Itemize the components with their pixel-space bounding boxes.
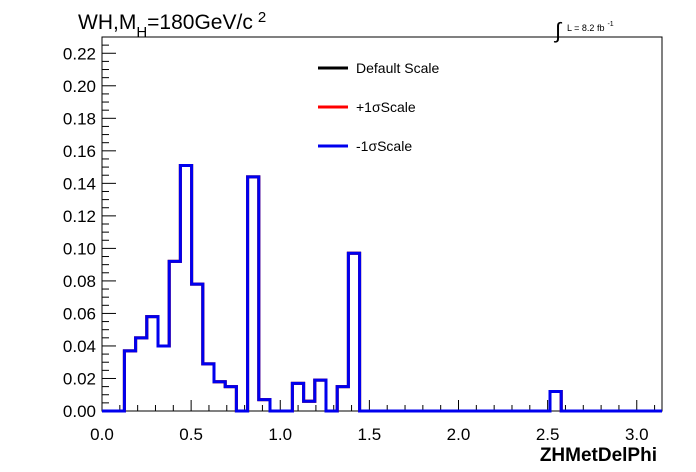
legend-label-minus1sigma: -1σScale <box>356 138 412 154</box>
svg-text:L = 8.2 fb-1: L = 8.2 fb -1 <box>567 21 614 33</box>
x-tick-label: 0.5 <box>179 425 203 444</box>
x-axis: 0.0 0.5 1.0 1.5 2.0 2.5 3.0 <box>90 400 656 444</box>
series-line-minus1sigma <box>102 163 662 413</box>
title-superscript: 2 <box>258 9 266 26</box>
y-tick-label: 0.00 <box>63 402 96 421</box>
y-tick-label: 0.08 <box>63 272 96 291</box>
title-main: WH,M <box>78 11 136 34</box>
y-tick-label: 0.10 <box>63 239 96 258</box>
y-tick-label: 0.04 <box>63 337 96 356</box>
lumi-text: L = 8.2 fb <box>567 23 604 33</box>
y-tick-label: 0.06 <box>63 304 96 323</box>
y-tick-label: 0.18 <box>63 109 96 128</box>
lumi-annotation: ∫ L = 8.2 fb -1 <box>553 18 614 43</box>
y-tick-label: 0.02 <box>63 369 96 388</box>
x-tick-label: 2.5 <box>536 425 560 444</box>
x-axis-label: ZHMetDelPhi <box>540 445 657 466</box>
legend: Default Scale +1σScale -1σScale <box>318 60 439 154</box>
chart-title: WH,MH=180GeV/c 2 <box>78 9 266 41</box>
x-tick-label: 1.5 <box>358 425 382 444</box>
series-layer <box>102 163 662 413</box>
y-tick-label: 0.22 <box>63 44 96 63</box>
lumi-superscript: -1 <box>607 21 613 28</box>
x-tick-label: 0.0 <box>90 425 114 444</box>
svg-text:WH,MH=180GeV/c2: WH,MH=180GeV/c 2 <box>78 9 266 41</box>
legend-label-default: Default Scale <box>356 60 439 76</box>
y-tick-label: 0.12 <box>63 207 96 226</box>
y-tick-label: 0.14 <box>63 174 96 193</box>
y-axis: 0.00 0.02 0.04 0.06 0.08 0.10 0.12 0.14 0.16 0.18… <box>63 44 116 421</box>
integral-sign: ∫ <box>553 18 563 43</box>
y-tick-label: 0.20 <box>63 77 96 96</box>
title-mass: =180GeV/c <box>147 11 253 34</box>
y-tick-label: 0.16 <box>63 142 96 161</box>
title-subscript: H <box>136 24 147 41</box>
x-tick-label: 3.0 <box>625 425 649 444</box>
legend-label-plus1sigma: +1σScale <box>356 99 416 115</box>
x-tick-label: 1.0 <box>268 425 292 444</box>
x-tick-label: 2.0 <box>447 425 471 444</box>
